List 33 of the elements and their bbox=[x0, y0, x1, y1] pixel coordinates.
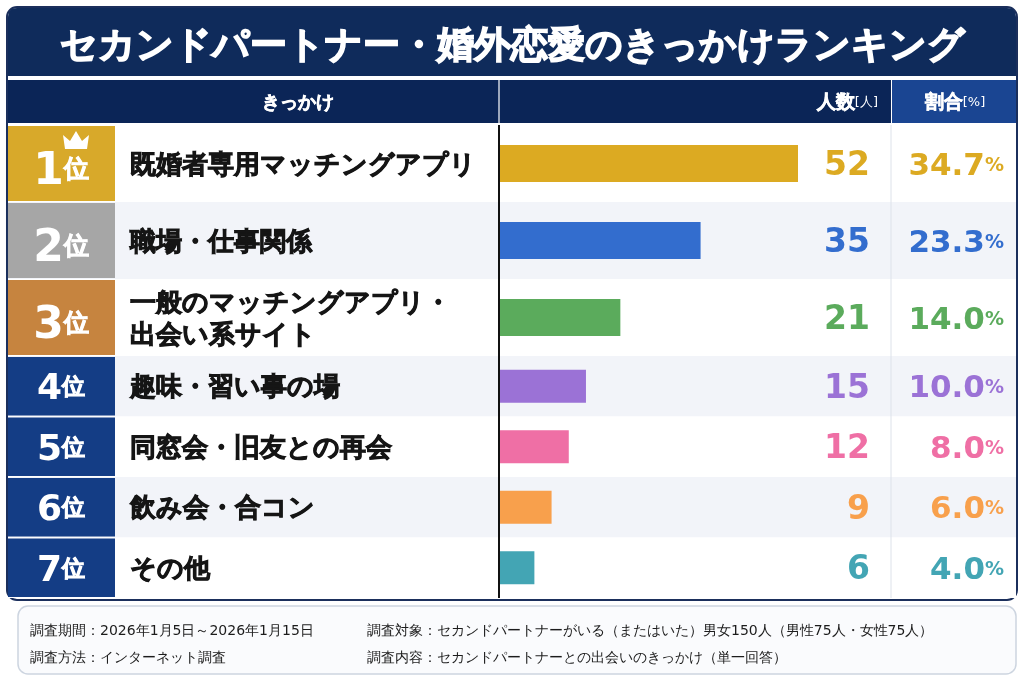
y-tick-label: その他 bbox=[130, 552, 211, 583]
text: 10.0% bbox=[908, 368, 1004, 405]
text: 6.0% bbox=[930, 489, 1004, 526]
text: 23.3% bbox=[908, 222, 1004, 259]
data-label: 21 bbox=[824, 298, 870, 337]
y-tick-label: 一般のマッチングアプリ・出会い系サイト bbox=[130, 286, 451, 349]
text: 調査方法：インターネット調査 bbox=[30, 649, 226, 665]
text: 調査内容：セカンドパートナーとの出会いのきっかけ（単一回答） bbox=[367, 649, 787, 665]
text: 割合[%] bbox=[923, 90, 986, 112]
y-tick-label: 既婚者専用マッチングアプリ bbox=[130, 148, 476, 179]
y-tick-label: 飲み会・合コン bbox=[129, 492, 315, 523]
data-label: 15 bbox=[824, 366, 870, 406]
text: 調査対象：セカンドパートナーがいる（またはいた）男女150人（男性75人・女性75人） bbox=[367, 622, 934, 638]
text: 4.0% bbox=[930, 549, 1004, 586]
data-label: 52 bbox=[824, 144, 870, 183]
y-tick-label: 趣味・習い事の場 bbox=[129, 371, 340, 402]
data-label: 6 bbox=[847, 548, 870, 588]
data-label: 9 bbox=[847, 487, 870, 527]
data-label: 35 bbox=[824, 221, 870, 260]
text: 34.7% bbox=[908, 145, 1004, 182]
y-tick-label: 同窓会・旧友との再会 bbox=[130, 431, 392, 462]
chart-title: セカンドパートナー・婚外恋愛のきっかけランキング bbox=[59, 22, 966, 66]
y-axis-title: きっかけ bbox=[262, 90, 334, 112]
y-tick-label: 職場・仕事関係 bbox=[129, 225, 313, 256]
text: 8.0% bbox=[930, 428, 1004, 465]
text: 5位 bbox=[36, 426, 86, 468]
text: 14.0% bbox=[908, 299, 1004, 336]
x-axis-title: 人数[人] bbox=[815, 90, 878, 112]
text: 4位 bbox=[36, 365, 86, 407]
text: 6位 bbox=[36, 486, 86, 528]
data-label: 12 bbox=[824, 427, 870, 467]
text: 7位 bbox=[36, 547, 86, 589]
text: 調査期間：2026年1月5日～2026年1月15日 bbox=[30, 622, 314, 638]
